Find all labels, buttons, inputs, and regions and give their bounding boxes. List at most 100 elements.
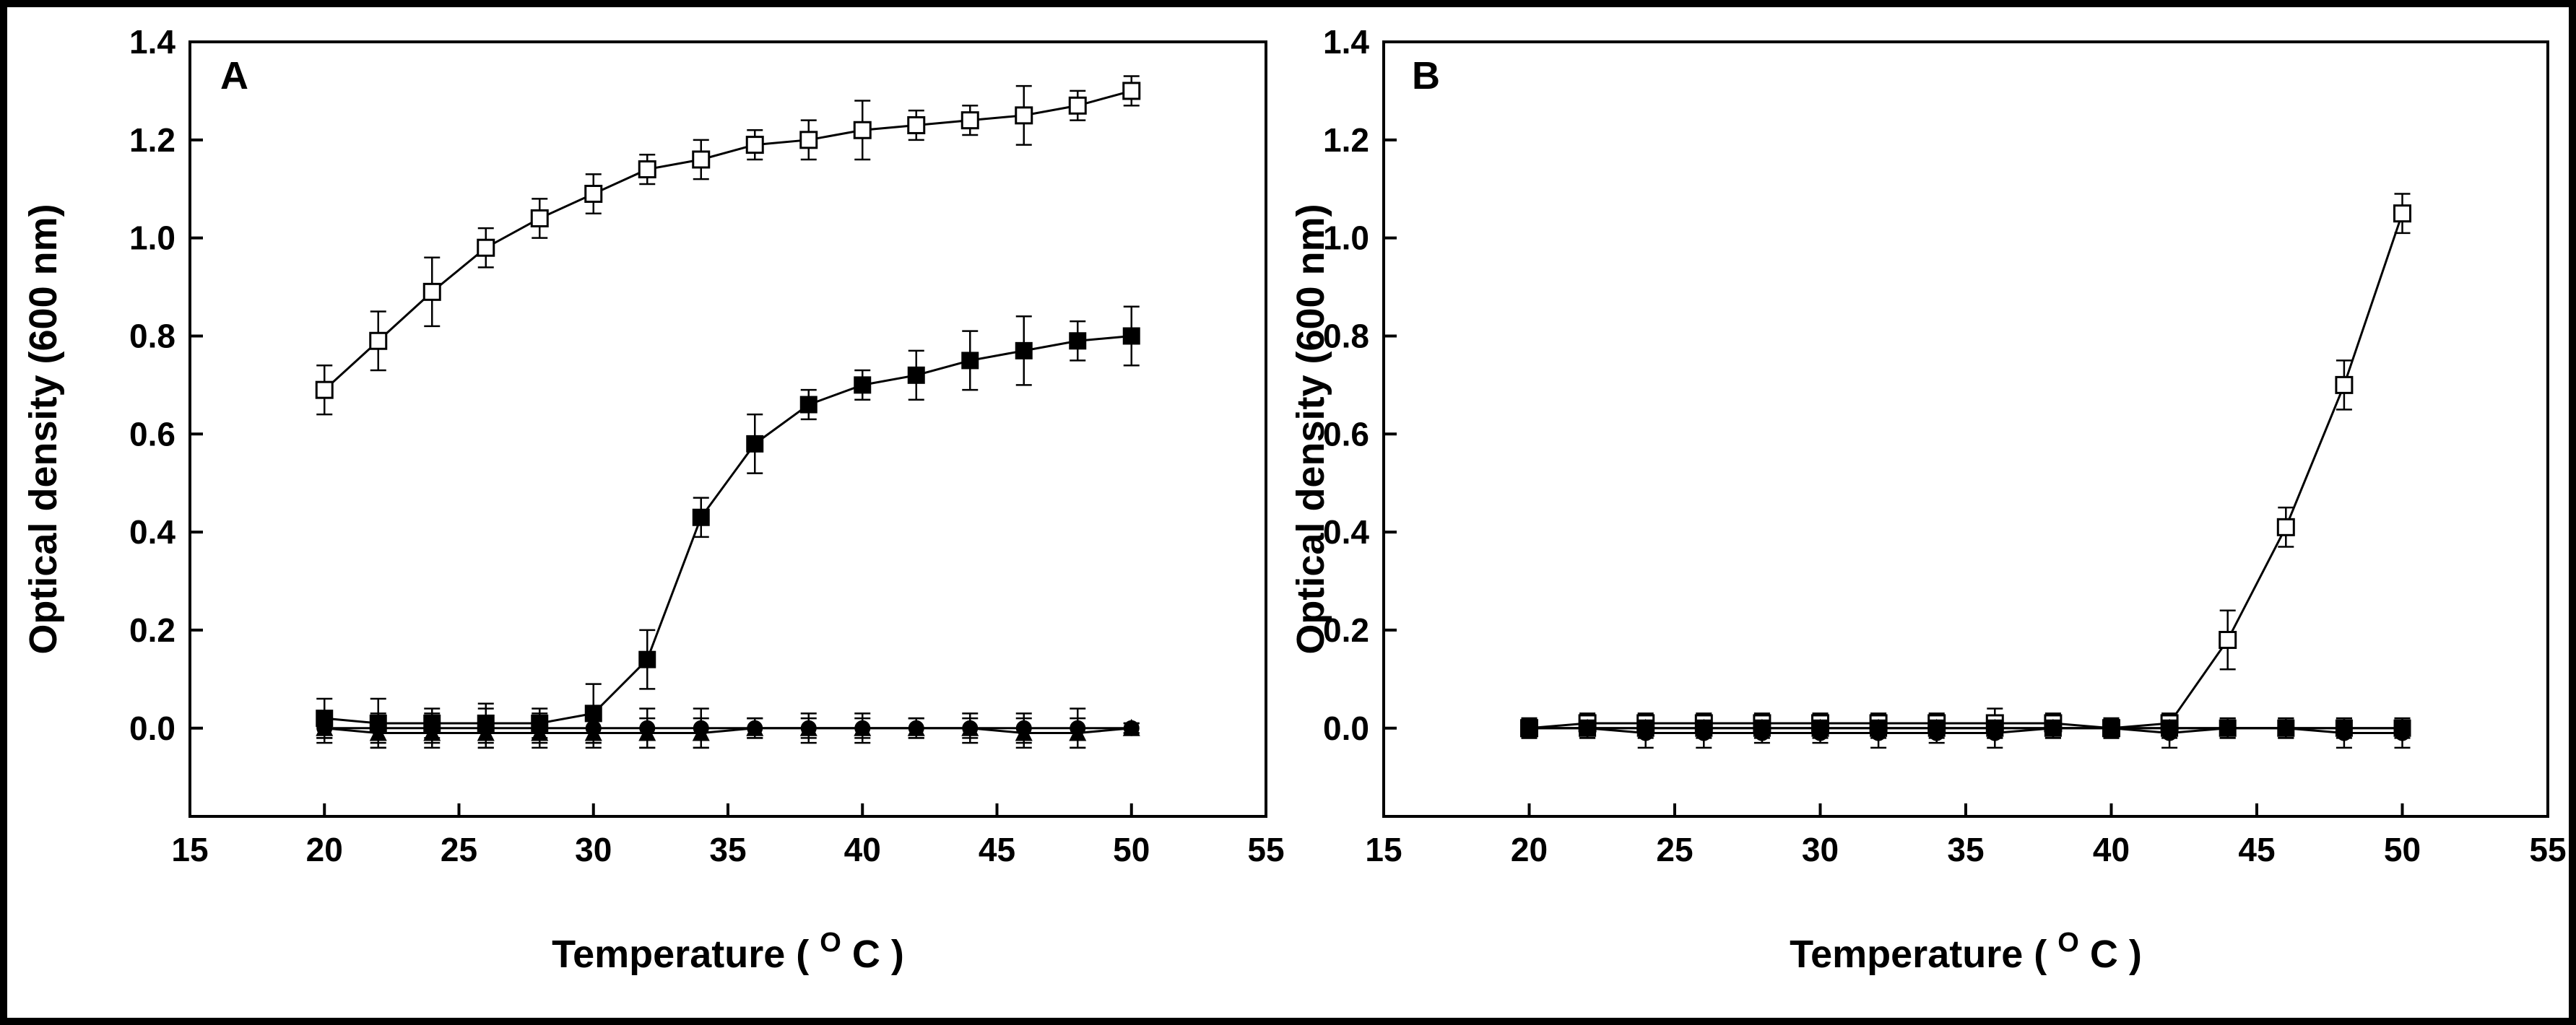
x-tick-label-b-7: 50 [2384,831,2421,868]
panel-b: B Optical density (600 nm) Temperature (… [1289,23,2567,976]
point-b-filled-triangle-9 [2044,718,2062,736]
point-a-open-square-5 [584,185,603,204]
y-tick-label-a-5: 1.0 [129,219,175,257]
x-tick-label-a-0: 15 [171,831,208,868]
y-axis-title-a: Optical density (600 nm) [22,204,65,654]
y-tick-label-b-6: 1.2 [1323,121,1369,159]
point-a-filled-triangle-4 [531,723,549,741]
y-tick-label-a-0: 0.0 [129,710,175,747]
point-a-open-square-10 [853,121,872,139]
point-b-open-square-15 [2393,204,2411,223]
x-axis-title-close-paren-b: ) [2129,933,2142,976]
x-tick-label-a-6: 45 [979,831,1015,868]
x-axis-title-text-b: Temperature [1790,933,2023,976]
y-tick-label-a-2: 0.4 [129,513,175,551]
point-a-filled-square-15 [1122,327,1140,345]
point-b-filled-triangle-5 [1811,718,1829,736]
point-b-open-square-13 [2276,518,2295,536]
point-a-open-square-4 [530,209,549,227]
point-b-open-square-12 [2219,631,2237,650]
point-a-filled-triangle-8 [746,718,764,736]
x-axis-title-text-a: Temperature [552,933,785,976]
x-tick-label-a-7: 50 [1113,831,1150,868]
point-a-filled-square-13 [1015,341,1033,359]
point-a-filled-triangle-15 [1122,718,1140,736]
point-b-filled-triangle-0 [1520,718,1538,736]
y-tick-label-a-4: 0.8 [129,317,175,354]
series-line-a-filled-triangle [324,727,1132,735]
point-a-open-square-14 [1068,96,1087,115]
point-a-filled-triangle-3 [477,723,495,741]
series-line-a-open-square [324,90,1132,391]
point-a-filled-square-5 [584,705,602,723]
point-b-filled-triangle-13 [2277,718,2295,736]
series-line-a-filled-square [324,334,1132,725]
point-a-open-square-13 [1015,106,1033,125]
point-a-open-square-11 [907,115,926,134]
point-a-filled-square-6 [638,650,656,668]
point-b-filled-triangle-7 [1927,718,1946,736]
point-a-open-square-2 [422,282,441,301]
y-axis-title-b: Optical density (600 nm) [1289,204,1332,654]
x-tick-label-b-2: 25 [1656,831,1693,868]
point-a-filled-triangle-0 [316,718,334,736]
x-axis-title-unit-a: C [852,933,880,976]
point-a-open-square-8 [745,136,764,154]
point-a-filled-triangle-7 [692,723,710,741]
x-tick-label-a-2: 25 [441,831,477,868]
axis-ticks-a: 15 20 25 30 35 40 45 50 55 0.0 0.2 0.4 0.6 0.8 1.0 1.2 1… [129,23,1285,868]
point-b-open-square-14 [2335,375,2354,394]
y-tick-label-b-4: 0.8 [1323,317,1369,354]
point-a-open-square-7 [692,150,711,169]
x-axis-title-sup-a: O [820,928,841,958]
point-a-open-square-15 [1122,82,1141,100]
x-tick-label-a-5: 40 [844,831,881,868]
y-tick-label-b-3: 0.6 [1323,415,1369,453]
point-a-filled-square-11 [907,366,925,384]
point-b-filled-triangle-3 [1695,718,1713,736]
point-b-filled-triangle-10 [2102,718,2120,736]
point-a-filled-triangle-5 [584,723,602,741]
point-b-filled-triangle-4 [1753,718,1771,736]
point-a-filled-square-7 [692,508,710,526]
x-tick-label-b-1: 20 [1511,831,1548,868]
point-a-filled-triangle-12 [961,718,979,736]
series-line-b-open-square [1529,213,2403,730]
point-a-filled-triangle-14 [1069,723,1087,741]
point-a-open-square-3 [477,238,495,257]
y-tick-label-b-1: 0.2 [1323,611,1369,649]
x-axis-title-a: Temperature ( O C ) [552,917,904,976]
panel-label-a: A [220,54,248,97]
point-a-filled-triangle-10 [854,718,872,736]
point-a-open-square-1 [369,331,388,350]
x-tick-label-a-8: 55 [1247,831,1284,868]
point-a-filled-triangle-11 [907,718,925,736]
x-axis-title-open-paren-b: ( [2034,933,2047,976]
x-axis-title-unit-b: C [2090,933,2118,976]
point-a-filled-triangle-6 [638,723,656,741]
y-tick-label-a-3: 0.6 [129,415,175,453]
point-a-filled-square-12 [961,352,979,370]
y-tick-label-b-0: 0.0 [1323,710,1369,747]
x-axis-title-b: Temperature ( O C ) [1790,917,2142,976]
point-a-filled-square-8 [746,435,764,453]
point-a-filled-triangle-1 [369,723,387,741]
data-marks-a [315,75,1141,749]
point-b-filled-triangle-15 [2393,718,2411,736]
point-a-open-square-12 [960,111,979,130]
x-tick-label-b-4: 35 [1947,831,1984,868]
x-tick-label-a-3: 30 [575,831,612,868]
y-tick-label-b-2: 0.4 [1323,513,1369,551]
point-b-filled-triangle-2 [1636,718,1655,736]
y-tick-label-b-5: 1.0 [1323,219,1369,257]
point-a-filled-triangle-13 [1015,723,1033,741]
axis-ticks-b: 15 20 25 30 35 40 45 50 55 0.0 0.2 0.4 0.6 0.8 1.0 1.2 1… [1323,23,2567,868]
point-a-filled-triangle-2 [423,723,441,741]
panel-label-b: B [1412,54,1440,97]
point-a-open-square-9 [799,131,818,149]
point-a-filled-square-9 [799,396,818,414]
x-axis-title-close-paren-a: ) [891,933,904,976]
panel-a: A Optical density (600 nm) Temperature (… [22,23,1285,976]
